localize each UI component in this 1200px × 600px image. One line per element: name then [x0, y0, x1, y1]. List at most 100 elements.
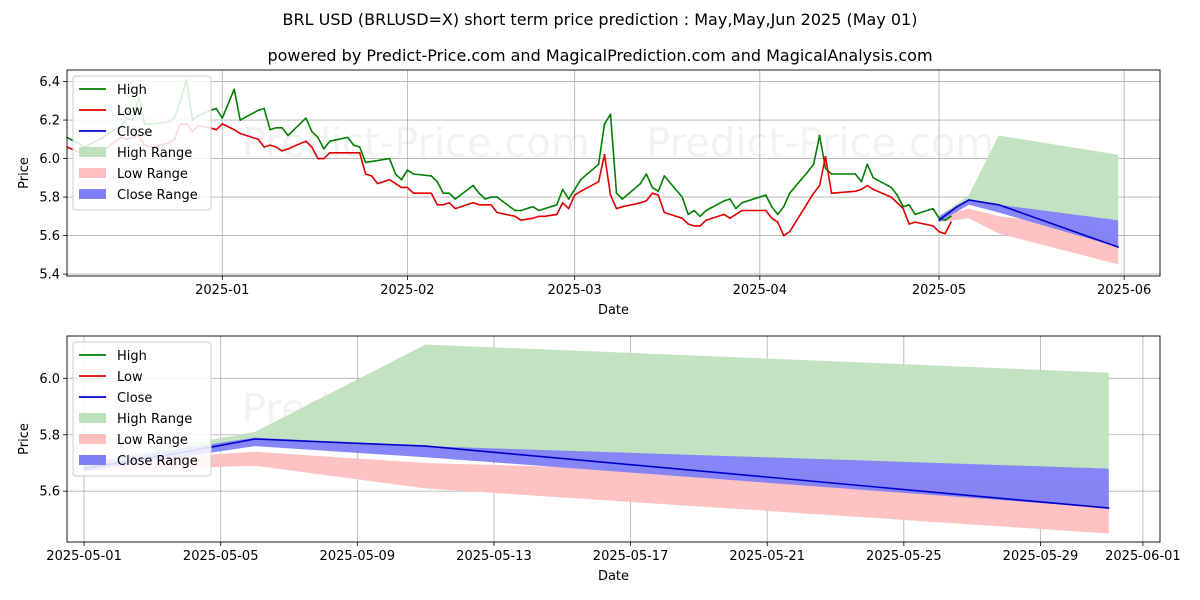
- high-data-point: [729, 198, 731, 200]
- high-data-point: [555, 203, 558, 206]
- high-range-band: [84, 344, 1109, 469]
- x-tick-label: 2025-03: [548, 283, 602, 298]
- low-data-point: [215, 128, 218, 131]
- high-data-point: [615, 192, 618, 195]
- low-data-point: [705, 219, 707, 221]
- close-data-point: [956, 205, 958, 208]
- low-data-point: [561, 202, 564, 204]
- low-data-point: [472, 202, 474, 204]
- high-data-point: [693, 209, 695, 212]
- x-axis-label: Date: [598, 303, 629, 318]
- low-data-point: [478, 203, 480, 206]
- high-data-point: [263, 107, 265, 110]
- x-tick-label: 2025-05-05: [183, 549, 259, 564]
- high-data-point: [860, 180, 863, 183]
- low-data-point: [555, 213, 558, 216]
- legend-swatch-close-range: [79, 455, 106, 465]
- legend-swatch-close-range: [79, 189, 106, 199]
- low-data-point: [824, 155, 827, 158]
- high-data-point: [932, 207, 934, 210]
- low-data-point: [412, 192, 415, 195]
- low-data-point: [328, 151, 331, 154]
- high-data-point: [854, 173, 857, 175]
- legend-swatch-low-range: [79, 434, 106, 444]
- low-data-point: [776, 221, 779, 223]
- high-data-point: [770, 205, 773, 208]
- high-data-point: [436, 180, 439, 183]
- high-data-point: [908, 203, 910, 206]
- high-data-point: [782, 205, 785, 208]
- low-range-band: [939, 208, 1119, 265]
- high-range-band: [939, 135, 1119, 221]
- low-range-band: [84, 451, 1109, 534]
- y-axis-label: Price: [17, 423, 32, 455]
- low-data-point: [615, 207, 618, 210]
- y-tick-label: 6.4: [39, 75, 60, 90]
- high-data-point: [806, 171, 809, 173]
- low-data-point: [430, 192, 433, 195]
- low-data-point: [323, 157, 325, 160]
- x-tick-label: 2025-05-09: [320, 549, 396, 564]
- high-data-point: [346, 136, 349, 139]
- high-data-point: [311, 130, 313, 133]
- low-data-point: [484, 203, 486, 206]
- low-data-point: [663, 211, 666, 214]
- high-data-point: [430, 175, 433, 177]
- legend-label-low-range: Low Range: [117, 167, 188, 182]
- high-data-point: [472, 184, 474, 187]
- high-data-point: [406, 169, 409, 171]
- high-data-point: [824, 167, 827, 169]
- high-data-point: [705, 209, 707, 212]
- high-data-point: [352, 144, 355, 146]
- high-data-point: [538, 209, 540, 212]
- low-data-point: [376, 182, 379, 185]
- high-data-point: [830, 173, 833, 175]
- close-data-point: [1107, 507, 1110, 509]
- close-data-point: [254, 438, 256, 440]
- y-tick-label: 6.0: [39, 152, 60, 167]
- low-data-point: [818, 184, 821, 187]
- high-data-point: [561, 188, 564, 191]
- low-data-point: [681, 217, 683, 220]
- x-tick-label: 2025-05-17: [593, 549, 669, 564]
- low-data-point: [699, 225, 701, 227]
- low-data-point: [621, 205, 624, 208]
- low-data-point: [645, 200, 648, 202]
- low-data-point: [275, 146, 277, 148]
- high-data-point: [281, 126, 283, 129]
- y-tick-label: 5.6: [39, 229, 60, 244]
- low-data-point: [394, 182, 397, 185]
- high-data-point: [400, 178, 403, 181]
- high-data-point: [567, 198, 570, 200]
- low-data-point: [263, 146, 265, 148]
- high-data-point: [866, 163, 869, 166]
- y-tick-label: 6.0: [39, 372, 60, 387]
- low-data-point: [908, 223, 910, 225]
- x-tick-label: 2025-05-21: [729, 549, 805, 564]
- legend-label-low: Low: [117, 370, 143, 385]
- legend-box: [72, 341, 212, 477]
- high-data-point: [317, 136, 319, 139]
- low-data-point: [257, 138, 259, 141]
- low-data-point: [735, 213, 737, 216]
- high-data-point: [358, 146, 361, 148]
- high-data-point: [699, 215, 701, 218]
- low-data-point: [352, 151, 355, 154]
- close-data-point: [968, 199, 970, 201]
- high-data-point: [645, 173, 648, 175]
- high-data-point: [239, 119, 242, 121]
- high-series-line: [66, 78, 952, 221]
- high-data-point: [597, 163, 600, 166]
- high-data-point: [305, 117, 307, 119]
- low-data-point: [914, 221, 916, 223]
- high-data-point: [735, 207, 737, 210]
- close-data-point: [938, 219, 940, 221]
- legend: High Low Close High Range Low Range Close Ran…: [72, 75, 212, 211]
- legend-label-close: Close: [117, 391, 152, 406]
- high-data-point: [323, 148, 325, 150]
- axes-frame: [66, 69, 1161, 277]
- low-data-point: [687, 223, 689, 225]
- legend-label-high: High: [117, 349, 147, 364]
- low-data-point: [573, 194, 576, 196]
- high-data-point: [681, 196, 683, 198]
